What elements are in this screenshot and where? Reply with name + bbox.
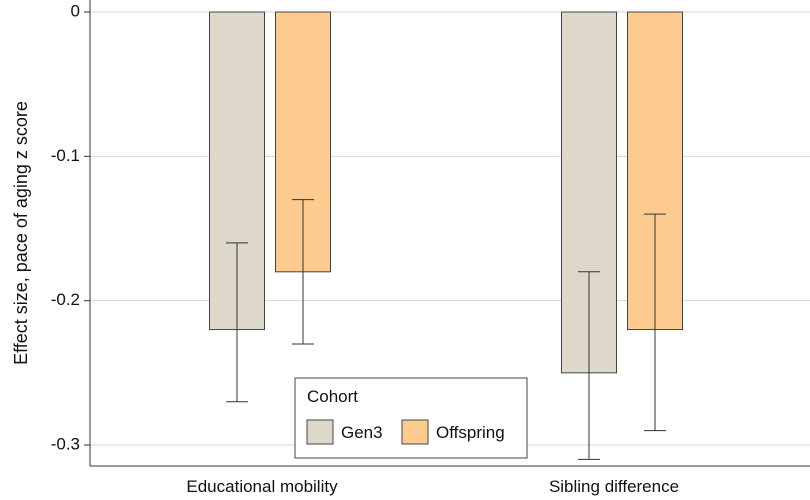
y-tick-label: -0.1 [51,146,80,165]
y-tick-label: 0 [71,1,80,20]
x-tick-labels: Educational mobility Sibling difference [186,477,679,496]
y-tick-label: -0.2 [51,290,80,309]
legend-label-offspring: Offspring [436,423,505,442]
x-tick-label: Sibling difference [549,477,679,496]
legend-swatch-offspring [401,419,429,445]
legend-label-gen3: Gen3 [341,423,383,442]
error-bars [226,199,666,460]
x-tick-label: Educational mobility [186,477,338,496]
legend-box [294,377,528,459]
legend: Cohort Gen3 Offspring [294,377,528,459]
axes [89,0,810,467]
legend-swatch-gen3 [306,419,334,445]
bars [209,11,683,374]
y-axis-title: Effect size, pace of aging z score [11,101,31,365]
legend-title: Cohort [307,387,358,406]
y-tick-labels: 0 -0.1 -0.2 -0.3 [51,1,80,453]
y-tick-label: -0.3 [51,434,80,453]
